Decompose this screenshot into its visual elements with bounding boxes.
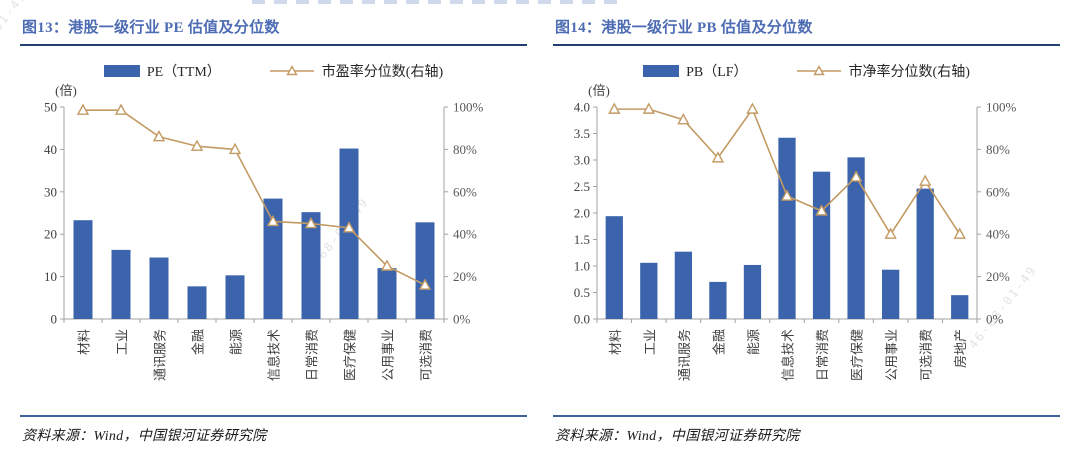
svg-text:50: 50: [44, 100, 57, 115]
svg-text:0.0: 0.0: [574, 312, 590, 327]
svg-text:信息技术: 信息技术: [267, 329, 282, 381]
figure-title: 图14：港股一级行业 PB 估值及分位数: [555, 20, 813, 36]
source-note: 资料来源：Wind，中国银河证券研究院: [555, 429, 800, 444]
figure-panel-pb: 图14：港股一级行业 PB 估值及分位数 PB（LF） 市净率分位数(右轴) 0…: [553, 12, 1060, 445]
svg-text:金融: 金融: [711, 329, 726, 355]
legend-item-line: 市盈率分位数(右轴): [269, 61, 443, 81]
legend-item-bar: PE（TTM）: [103, 61, 221, 81]
svg-text:0%: 0%: [986, 312, 1004, 327]
svg-text:工业: 工业: [642, 329, 657, 355]
svg-text:80%: 80%: [453, 142, 477, 157]
svg-text:2.5: 2.5: [574, 179, 590, 194]
svg-text:80%: 80%: [986, 142, 1010, 157]
svg-text:1.5: 1.5: [574, 232, 590, 247]
svg-text:20%: 20%: [453, 269, 477, 284]
svg-text:40: 40: [44, 142, 57, 157]
svg-text:3.5: 3.5: [574, 126, 590, 141]
line-marker-icon: [269, 65, 314, 76]
bottom-divider: [553, 415, 1060, 417]
bar-swatch-icon: [103, 65, 140, 77]
legend-item-bar: PB（LF）: [643, 61, 748, 81]
svg-text:日常消费: 日常消费: [305, 329, 320, 381]
svg-text:(倍): (倍): [55, 83, 77, 98]
svg-text:能源: 能源: [746, 329, 761, 355]
svg-text:60%: 60%: [986, 184, 1010, 199]
svg-text:(倍): (倍): [588, 83, 610, 98]
legend-label: PE（TTM）: [146, 65, 221, 80]
svg-text:医疗保健: 医疗保健: [850, 329, 865, 381]
line-marker-icon: [796, 65, 841, 76]
svg-text:通讯服务: 通讯服务: [677, 329, 692, 381]
svg-text:20%: 20%: [986, 269, 1010, 284]
svg-text:金融: 金融: [191, 329, 206, 355]
svg-text:材料: 材料: [77, 329, 92, 355]
svg-text:4.0: 4.0: [574, 100, 590, 115]
svg-text:30: 30: [44, 184, 57, 199]
svg-text:房地产: 房地产: [953, 329, 968, 368]
svg-text:可选消费: 可选消费: [419, 329, 434, 381]
svg-text:日常消费: 日常消费: [815, 329, 830, 381]
svg-text:100%: 100%: [453, 100, 484, 115]
svg-text:0.5: 0.5: [574, 285, 590, 300]
svg-text:10: 10: [44, 269, 57, 284]
svg-text:40%: 40%: [453, 227, 477, 242]
svg-text:能源: 能源: [229, 329, 244, 355]
cropped-text-artifact: [252, 0, 620, 4]
svg-text:20: 20: [44, 227, 57, 242]
pe-bar-line-chart: 0 10 20 30 40 50 (倍) 0% 20% 40% 60% 80% 100% 材料 工业 通讯服务…: [44, 83, 484, 381]
svg-text:0%: 0%: [453, 312, 471, 327]
svg-text:公用事业: 公用事业: [381, 329, 396, 381]
svg-text:通讯服务: 通讯服务: [153, 329, 168, 381]
svg-text:100%: 100%: [986, 100, 1017, 115]
title-divider: [20, 44, 527, 46]
chart-legend: PB（LF） 市净率分位数(右轴): [553, 61, 1060, 81]
svg-text:可选消费: 可选消费: [919, 329, 934, 381]
svg-text:材料: 材料: [608, 329, 623, 355]
pb-bar-line-chart: 0.0 0.5 1.0 1.5 2.0 2.5 3.0 3.5 4.0 (倍) 0% 20% 40% 60…: [574, 83, 1017, 381]
bar-swatch-icon: [643, 65, 680, 77]
bottom-divider: [20, 415, 527, 417]
legend-item-line: 市净率分位数(右轴): [796, 61, 970, 81]
figure-panel-pe: 图13：港股一级行业 PE 估值及分位数 PE（TTM） 市盈率分位数(右轴) …: [20, 12, 527, 445]
source-note: 资料来源：Wind，中国银河证券研究院: [22, 429, 267, 444]
svg-text:公用事业: 公用事业: [884, 329, 899, 381]
svg-text:3.0: 3.0: [574, 153, 590, 168]
legend-label: 市净率分位数(右轴): [848, 65, 970, 80]
legend-label: PB（LF）: [686, 65, 748, 80]
svg-text:0: 0: [51, 312, 58, 327]
svg-text:60%: 60%: [453, 184, 477, 199]
figure-title: 图13：港股一级行业 PE 估值及分位数: [22, 20, 280, 36]
chart-legend: PE（TTM） 市盈率分位数(右轴): [20, 61, 527, 81]
svg-text:1.0: 1.0: [574, 259, 590, 274]
legend-label: 市盈率分位数(右轴): [321, 65, 444, 80]
svg-text:医疗保健: 医疗保健: [343, 329, 358, 381]
svg-text:40%: 40%: [986, 227, 1010, 242]
title-divider: [553, 44, 1060, 46]
svg-text:2.0: 2.0: [574, 206, 590, 221]
figure-panels: 图13：港股一级行业 PE 估值及分位数 PE（TTM） 市盈率分位数(右轴) …: [20, 12, 1060, 445]
svg-text:工业: 工业: [115, 329, 130, 355]
svg-text:信息技术: 信息技术: [781, 329, 796, 381]
